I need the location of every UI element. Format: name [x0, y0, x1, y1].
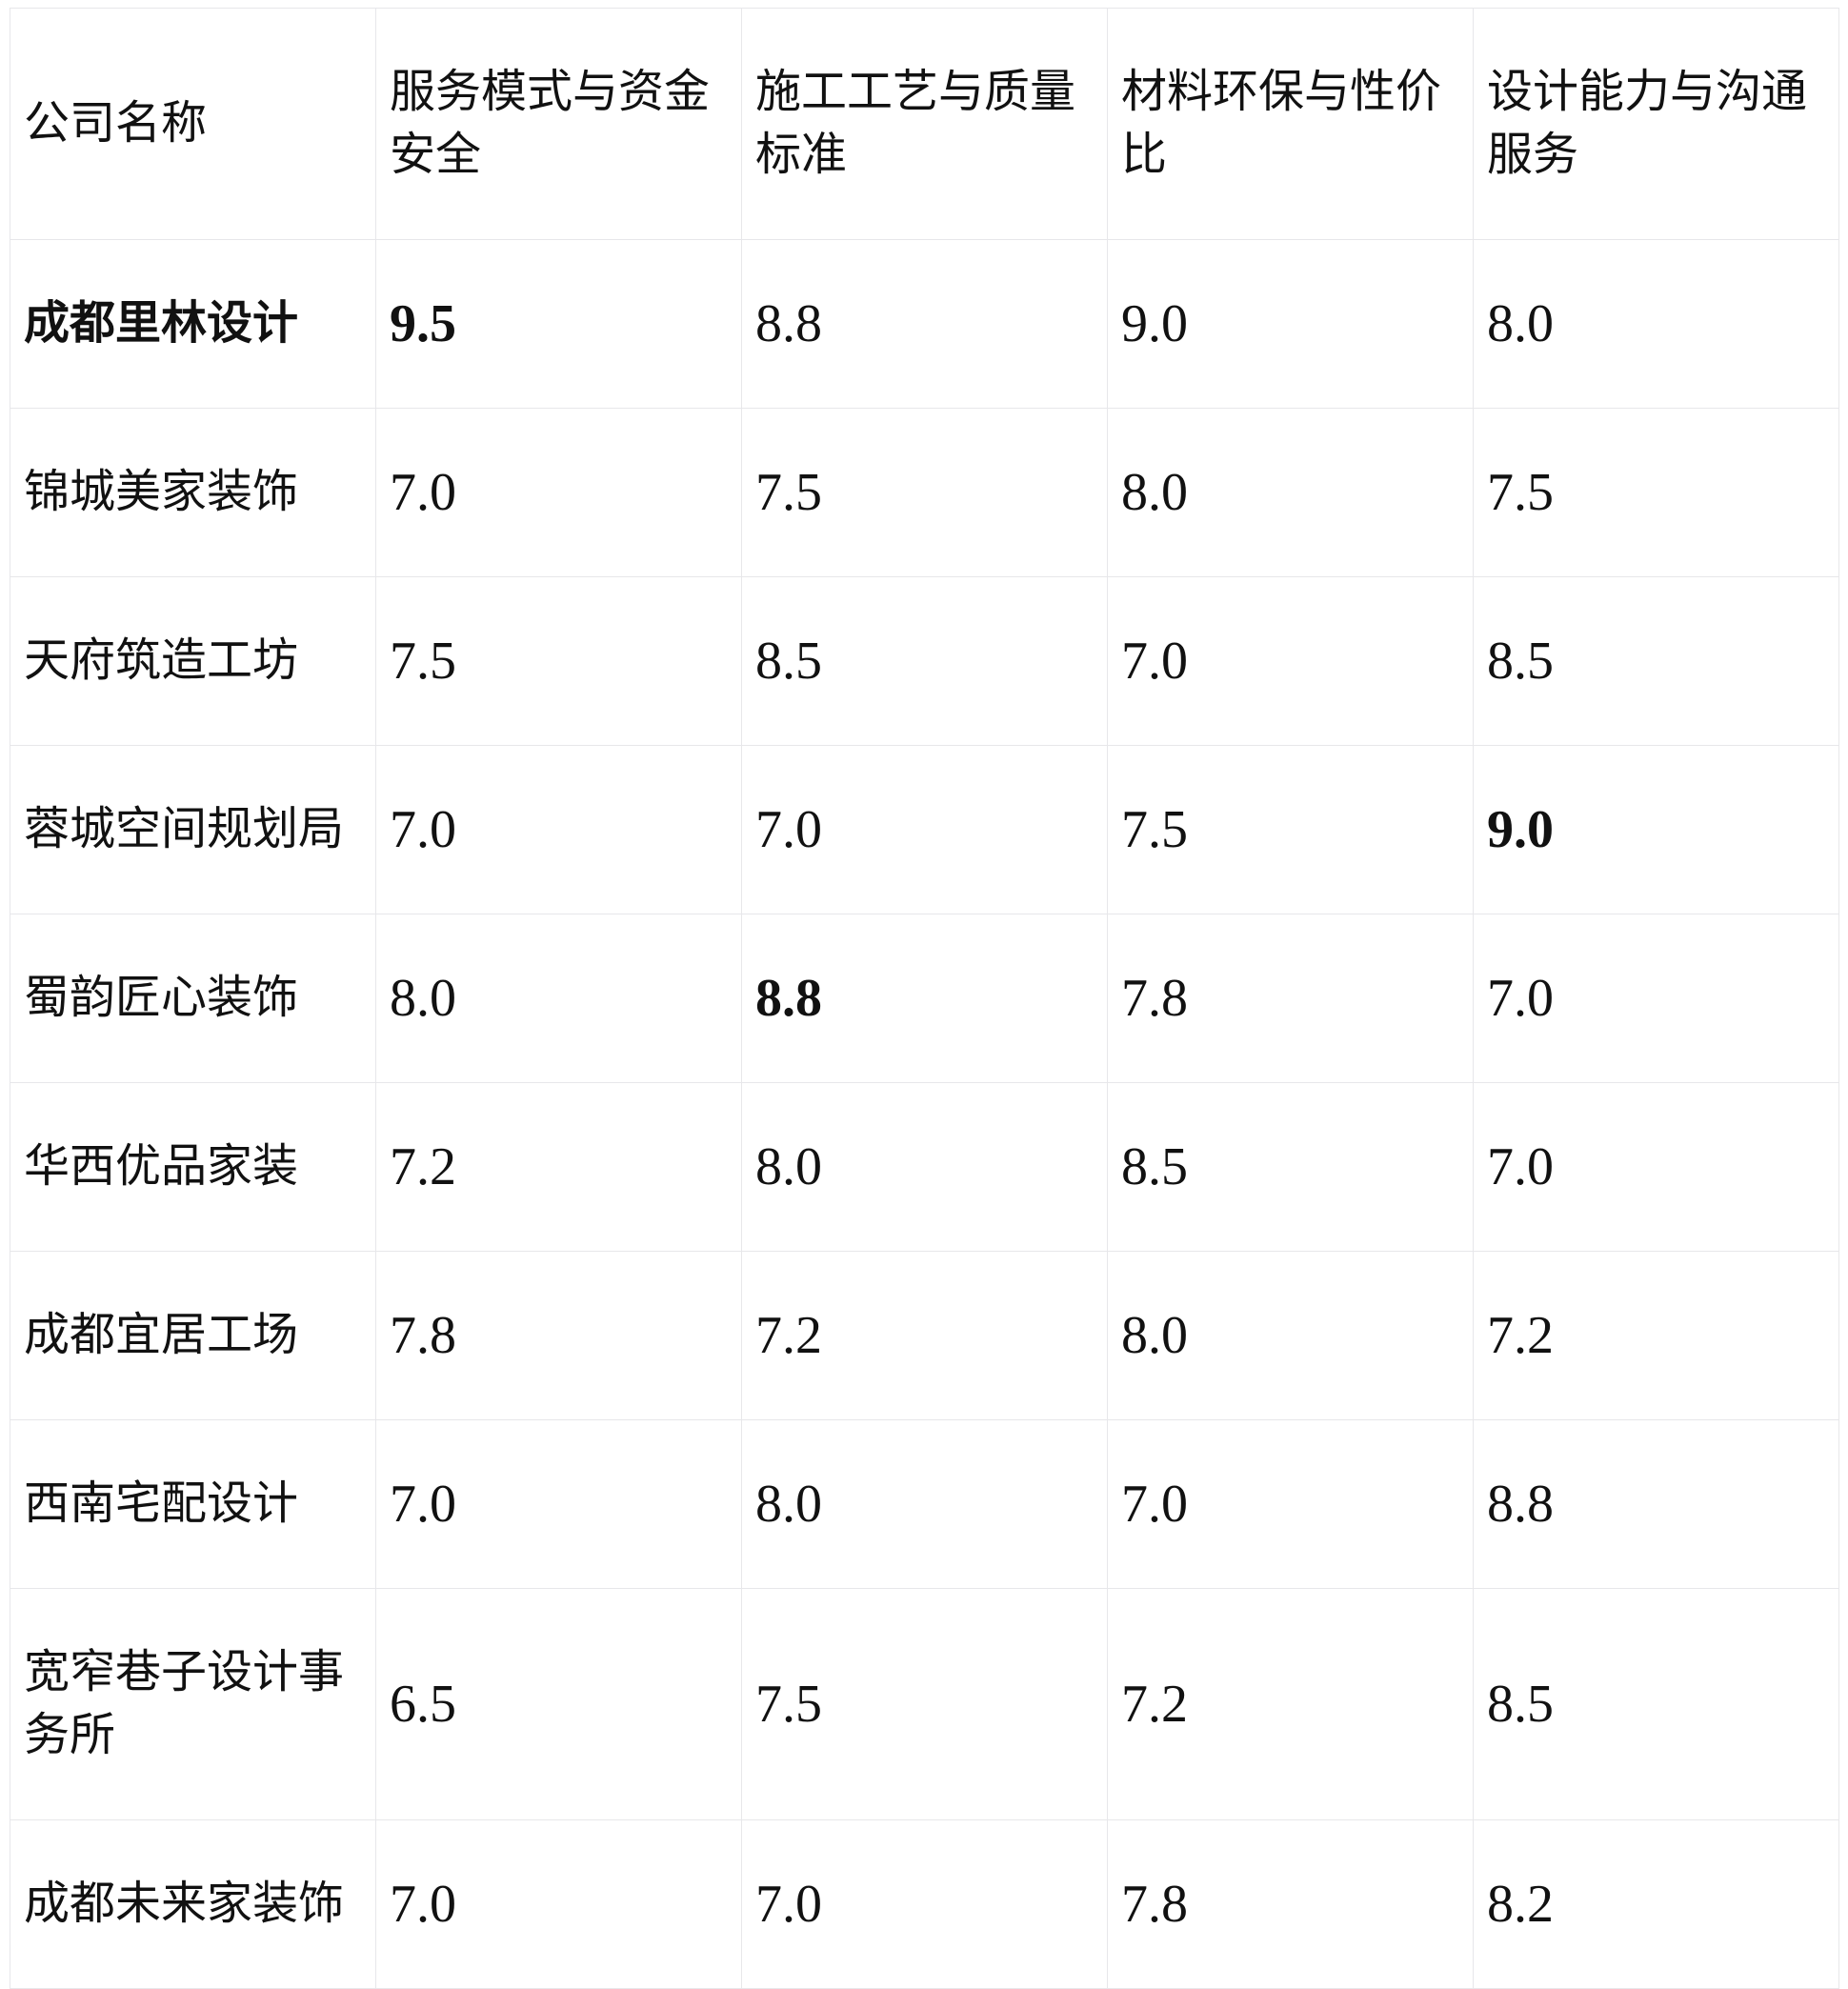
column-header-1: 服务模式与资金安全: [375, 8, 742, 240]
table-header: 公司名称 服务模式与资金安全 施工工艺与质量标准 材料环保与性价比 设计能力与沟通服务: [10, 8, 1839, 240]
score-cell: 8.5: [1107, 1082, 1474, 1252]
company-name-cell: 华西优品家装: [10, 1082, 376, 1252]
company-name-cell: 成都未来家装饰: [10, 1819, 376, 1989]
score-cell: 7.0: [741, 745, 1108, 914]
company-name-cell: 成都里林设计: [10, 239, 376, 409]
score-cell: 8.0: [741, 1082, 1108, 1252]
table-body: 成都里林设计 9.5 8.8 9.0 8.0 锦城美家装饰 7.0 7.5 8.0 7.5 天府筑造…: [10, 239, 1839, 1989]
score-cell: 7.5: [1107, 745, 1474, 914]
score-cell: 9.0: [1107, 239, 1474, 409]
score-cell: 7.8: [375, 1251, 742, 1420]
score-cell: 7.8: [1107, 1819, 1474, 1989]
company-name-cell: 西南宅配设计: [10, 1419, 376, 1589]
table-row: 蜀韵匠心装饰 8.0 8.8 7.8 7.0: [10, 914, 1839, 1083]
score-cell: 8.2: [1473, 1819, 1839, 1989]
table-row: 天府筑造工坊 7.5 8.5 7.0 8.5: [10, 576, 1839, 746]
company-name-cell: 锦城美家装饰: [10, 408, 376, 577]
score-cell: 7.5: [741, 408, 1108, 577]
column-header-3: 材料环保与性价比: [1107, 8, 1474, 240]
score-cell: 7.8: [1107, 914, 1474, 1083]
column-header-2: 施工工艺与质量标准: [741, 8, 1108, 240]
score-cell: 9.5: [375, 239, 742, 409]
score-cell: 7.0: [375, 1419, 742, 1589]
score-cell: 7.2: [1107, 1588, 1474, 1820]
score-cell: 7.0: [1473, 1082, 1839, 1252]
score-cell: 7.0: [375, 1819, 742, 1989]
score-cell: 7.0: [375, 408, 742, 577]
score-cell: 8.5: [1473, 576, 1839, 746]
score-cell: 8.0: [1473, 239, 1839, 409]
score-cell: 9.0: [1473, 745, 1839, 914]
score-cell: 8.0: [741, 1419, 1108, 1589]
column-header-0: 公司名称: [10, 8, 376, 240]
score-cell: 8.8: [1473, 1419, 1839, 1589]
score-cell: 8.8: [741, 914, 1108, 1083]
company-name-cell: 蓉城空间规划局: [10, 745, 376, 914]
company-name-cell: 成都宜居工场: [10, 1251, 376, 1420]
score-cell: 8.0: [1107, 408, 1474, 577]
table-row: 成都宜居工场 7.8 7.2 8.0 7.2: [10, 1251, 1839, 1420]
table-row: 宽窄巷子设计事务所 6.5 7.5 7.2 8.5: [10, 1588, 1839, 1820]
company-rating-table: 公司名称 服务模式与资金安全 施工工艺与质量标准 材料环保与性价比 设计能力与沟通服务 …: [10, 8, 1839, 1989]
header-row: 公司名称 服务模式与资金安全 施工工艺与质量标准 材料环保与性价比 设计能力与沟通服务: [10, 8, 1839, 240]
score-cell: 7.5: [1473, 408, 1839, 577]
company-name-cell: 蜀韵匠心装饰: [10, 914, 376, 1083]
score-cell: 8.5: [1473, 1588, 1839, 1820]
company-name-cell: 宽窄巷子设计事务所: [10, 1588, 376, 1820]
score-cell: 7.2: [1473, 1251, 1839, 1420]
score-cell: 6.5: [375, 1588, 742, 1820]
score-cell: 7.0: [741, 1819, 1108, 1989]
score-cell: 8.0: [375, 914, 742, 1083]
score-cell: 7.2: [741, 1251, 1108, 1420]
score-cell: 8.0: [1107, 1251, 1474, 1420]
score-cell: 7.0: [1473, 914, 1839, 1083]
score-cell: 7.2: [375, 1082, 742, 1252]
table-row: 锦城美家装饰 7.0 7.5 8.0 7.5: [10, 408, 1839, 577]
score-cell: 7.0: [375, 745, 742, 914]
score-cell: 8.5: [741, 576, 1108, 746]
company-name-cell: 天府筑造工坊: [10, 576, 376, 746]
table-row: 成都未来家装饰 7.0 7.0 7.8 8.2: [10, 1819, 1839, 1989]
score-cell: 7.5: [741, 1588, 1108, 1820]
column-header-4: 设计能力与沟通服务: [1473, 8, 1839, 240]
table-row: 华西优品家装 7.2 8.0 8.5 7.0: [10, 1082, 1839, 1252]
score-cell: 7.0: [1107, 576, 1474, 746]
score-cell: 7.0: [1107, 1419, 1474, 1589]
score-cell: 8.8: [741, 239, 1108, 409]
table-row: 蓉城空间规划局 7.0 7.0 7.5 9.0: [10, 745, 1839, 914]
table-row: 西南宅配设计 7.0 8.0 7.0 8.8: [10, 1419, 1839, 1589]
score-cell: 7.5: [375, 576, 742, 746]
table-row: 成都里林设计 9.5 8.8 9.0 8.0: [10, 239, 1839, 409]
